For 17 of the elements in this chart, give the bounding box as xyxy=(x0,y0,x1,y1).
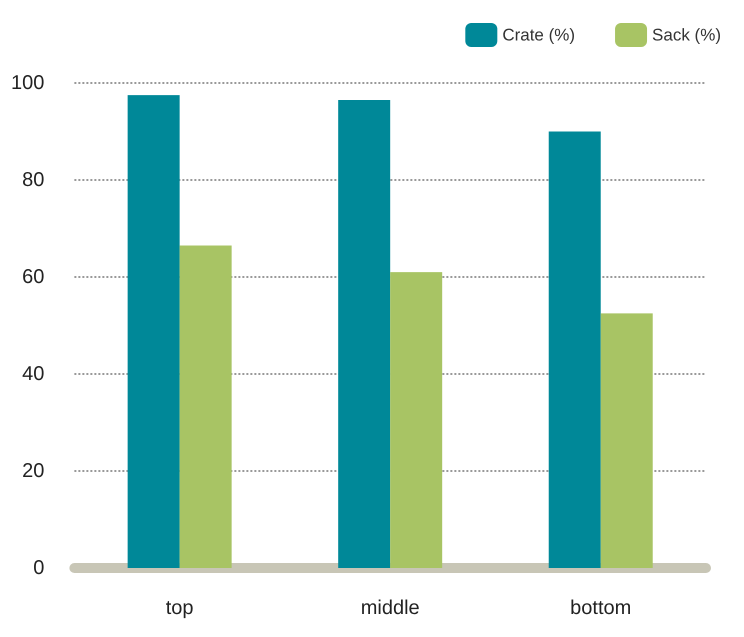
y-tick-label: 100 xyxy=(10,72,44,94)
y-tick-label: 0 xyxy=(33,557,44,579)
y-tick-label: 80 xyxy=(22,169,44,191)
bar xyxy=(338,100,390,568)
legend-label: Sack (%) xyxy=(652,26,722,44)
x-tick-label: top xyxy=(166,597,194,619)
bar xyxy=(128,95,180,568)
y-tick-label: 40 xyxy=(22,363,44,385)
bar xyxy=(600,313,653,568)
x-tick-label: bottom xyxy=(570,597,632,619)
y-tick-label: 20 xyxy=(22,460,44,482)
bar xyxy=(390,272,442,568)
bar xyxy=(180,245,232,568)
bar xyxy=(548,132,601,568)
x-tick-label: middle xyxy=(360,597,420,619)
y-tick-label: 60 xyxy=(22,266,44,288)
legend-label: Crate (%) xyxy=(502,26,576,44)
